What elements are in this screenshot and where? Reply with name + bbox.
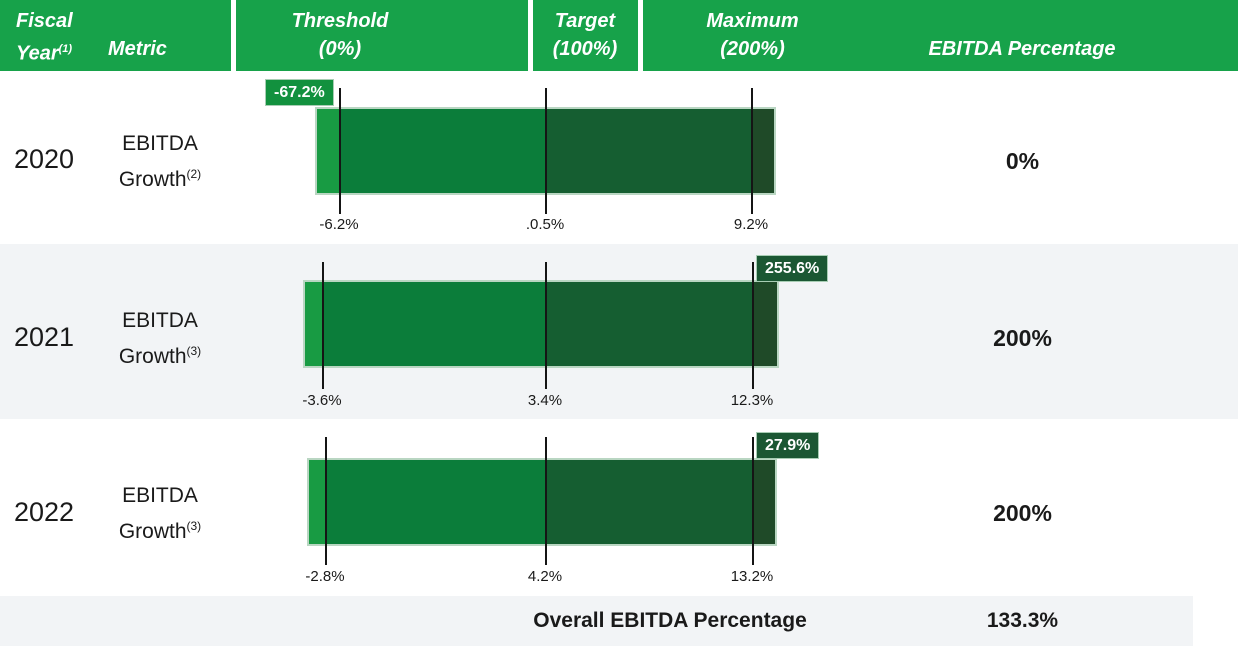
bar-segment-threshold-to-target bbox=[327, 460, 547, 544]
maximum-tick-label: 12.3% bbox=[730, 392, 774, 409]
threshold-tick-label: -6.2% bbox=[319, 216, 359, 233]
actual-result-callout: 27.9% bbox=[756, 432, 820, 459]
row-fiscal-2021: 2021 EBITDA Growth(3) 255.6% -3.6% 3.4% … bbox=[0, 244, 1238, 419]
actual-result-callout: 255.6% bbox=[756, 255, 829, 282]
actual-result-callout: -67.2% bbox=[265, 79, 334, 106]
threshold-tick bbox=[325, 437, 327, 565]
table-header: Fiscal Year(1) Metric Threshold (0%) Tar… bbox=[0, 0, 1238, 71]
bullet-bar bbox=[307, 458, 777, 546]
metric-footnote: (3) bbox=[186, 519, 202, 533]
bar-segment-target-to-maximum bbox=[547, 460, 754, 544]
header-maximum: Maximum (200%) bbox=[660, 7, 845, 63]
threshold-tick bbox=[322, 262, 324, 389]
threshold-tick bbox=[339, 88, 341, 214]
bar-segment-pre-threshold bbox=[305, 282, 324, 366]
maximum-tick bbox=[751, 88, 753, 214]
header-divider bbox=[231, 0, 236, 71]
header-divider bbox=[638, 0, 643, 71]
header-target-line2: (100%) bbox=[552, 38, 618, 60]
bar-segment-target-to-maximum bbox=[547, 109, 753, 193]
metric-footnote: (3) bbox=[186, 344, 202, 358]
maximum-tick bbox=[752, 437, 754, 565]
ebitda-percentage-value: 200% bbox=[993, 325, 1052, 351]
metric-label: EBITDA Growth(3) bbox=[90, 481, 230, 547]
metric-label: EBITDA Growth(2) bbox=[90, 129, 230, 195]
overall-value: 133.3% bbox=[986, 609, 1059, 632]
threshold-tick-label: -3.6% bbox=[302, 392, 342, 409]
overall-label: Overall EBITDA Percentage bbox=[533, 609, 807, 632]
metric-footnote: (2) bbox=[186, 167, 202, 181]
bullet-bar bbox=[315, 107, 776, 195]
header-fiscal-line1: Fiscal bbox=[16, 10, 73, 32]
ebitda-percentage-value: 0% bbox=[1005, 148, 1040, 174]
target-tick bbox=[545, 437, 547, 565]
maximum-tick bbox=[752, 262, 754, 389]
maximum-tick-label: 13.2% bbox=[730, 568, 774, 585]
overall-row: Overall EBITDA Percentage 133.3% bbox=[0, 596, 1193, 646]
header-fiscal-line2: Year bbox=[16, 42, 59, 65]
metric-label: EBITDA Growth(3) bbox=[90, 306, 230, 372]
bar-segment-pre-threshold bbox=[309, 460, 327, 544]
ebitda-percentage-value: 200% bbox=[993, 500, 1052, 526]
bar-segment-threshold-to-target bbox=[341, 109, 547, 193]
bar-segment-threshold-to-target bbox=[324, 282, 547, 366]
bar-segment-post-maximum bbox=[754, 460, 775, 544]
target-tick-label: 3.4% bbox=[527, 392, 563, 409]
metric-line2: Growth bbox=[118, 520, 187, 543]
maximum-tick-label: 9.2% bbox=[733, 216, 769, 233]
metric-line1: EBITDA bbox=[122, 132, 198, 155]
metric-line1: EBITDA bbox=[122, 484, 198, 507]
target-tick-label: .0.5% bbox=[525, 216, 565, 233]
header-divider bbox=[528, 0, 533, 71]
fiscal-year-footnote: (1) bbox=[58, 43, 73, 55]
metric-line2: Growth bbox=[118, 168, 187, 191]
bar-segment-post-maximum bbox=[754, 282, 777, 366]
header-ebitda-percentage: EBITDA Percentage bbox=[928, 38, 1116, 60]
header-threshold: Threshold (0%) bbox=[250, 7, 430, 63]
target-tick bbox=[545, 88, 547, 214]
threshold-tick-label: -2.8% bbox=[305, 568, 345, 585]
target-tick bbox=[545, 262, 547, 389]
target-tick-label: 4.2% bbox=[527, 568, 563, 585]
header-threshold-line1: Threshold bbox=[291, 10, 389, 32]
bar-segment-target-to-maximum bbox=[547, 282, 754, 366]
header-target-line1: Target bbox=[554, 10, 616, 32]
header-fiscal-year: Fiscal Year(1) bbox=[16, 7, 73, 68]
header-maximum-line2: (200%) bbox=[720, 38, 785, 60]
bullet-bar bbox=[303, 280, 779, 368]
header-metric: Metric bbox=[108, 38, 167, 60]
header-threshold-line2: (0%) bbox=[318, 38, 362, 60]
header-target: Target (100%) bbox=[535, 7, 635, 63]
bar-segment-post-maximum bbox=[753, 109, 774, 193]
metric-line1: EBITDA bbox=[122, 309, 198, 332]
bar-segment-pre-threshold bbox=[317, 109, 341, 193]
metric-line2: Growth bbox=[118, 345, 187, 368]
fiscal-year-label: 2020 bbox=[14, 144, 75, 174]
row-fiscal-2020: 2020 EBITDA Growth(2) -67.2% -6.2% .0.5%… bbox=[0, 71, 1238, 240]
fiscal-year-label: 2022 bbox=[14, 497, 75, 527]
fiscal-year-label: 2021 bbox=[14, 322, 75, 352]
row-fiscal-2022: 2022 EBITDA Growth(3) 27.9% -2.8% 4.2% 1… bbox=[0, 419, 1238, 596]
header-maximum-line1: Maximum bbox=[706, 10, 799, 32]
